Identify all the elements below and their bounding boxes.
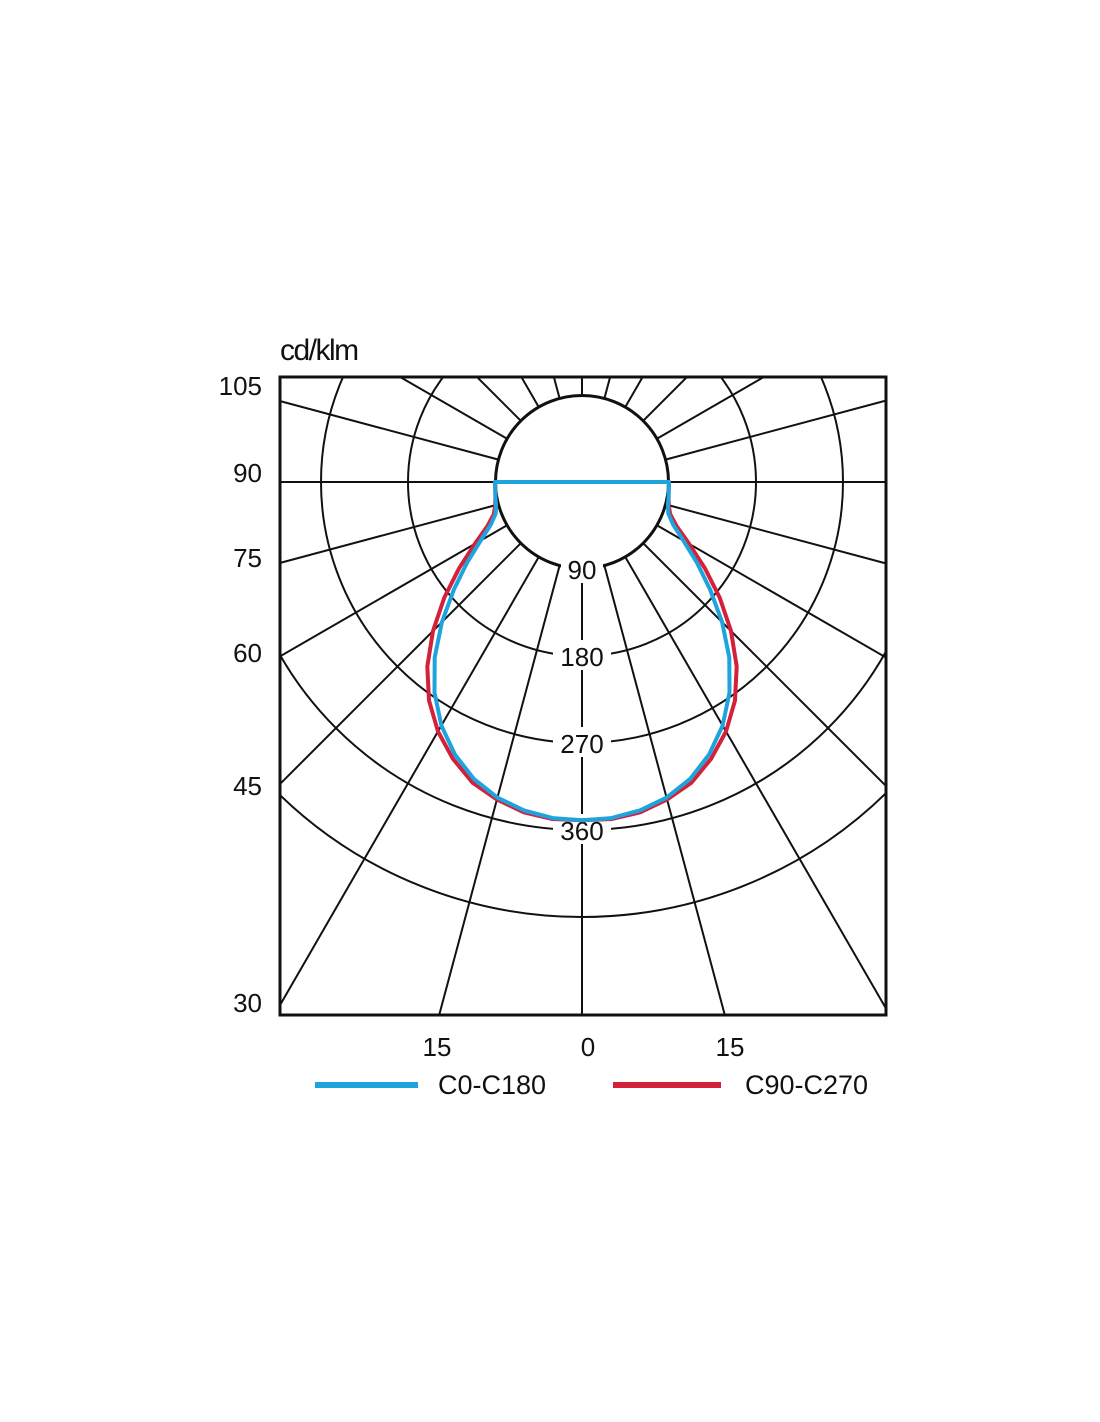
left-angle-tick: 90 <box>233 458 262 488</box>
grid-spoke <box>280 400 500 461</box>
bottom-angle-tick: 15 <box>423 1032 452 1062</box>
left-angle-tick: 60 <box>233 638 262 668</box>
grid-spoke <box>603 377 612 400</box>
grid-spoke <box>655 377 766 440</box>
left-angle-ticks: 105 90 75 60 45 30 <box>219 371 262 1018</box>
grid-spoke <box>642 542 886 788</box>
left-angle-tick: 30 <box>233 988 262 1018</box>
grid-spoke <box>603 564 726 1015</box>
polar-grid <box>280 377 886 1015</box>
grid-spoke <box>624 377 644 409</box>
plot-frame <box>278 375 888 1017</box>
left-angle-tick: 105 <box>219 371 262 401</box>
radial-tick-backdrop <box>553 727 611 757</box>
series-curves <box>425 480 739 823</box>
grid-spoke <box>520 377 540 409</box>
radial-tick-label: 180 <box>560 642 603 672</box>
grid-spoke <box>438 564 561 1015</box>
bottom-angle-tick: 0 <box>581 1032 595 1062</box>
grid-spoke <box>280 555 540 1008</box>
grid-spoke <box>624 555 886 1011</box>
unit-label: cd/klm <box>280 334 358 367</box>
radial-tick-backdrop <box>553 640 611 670</box>
bottom-angle-tick: 15 <box>716 1032 745 1062</box>
bottom-angle-ticks: 15 0 15 <box>423 1032 745 1062</box>
left-angle-tick: 75 <box>233 543 262 573</box>
grid-spoke <box>664 503 886 565</box>
grid-spoke <box>552 377 561 400</box>
grid-spoke <box>280 542 522 786</box>
grid-spoke <box>280 503 500 564</box>
radial-tick-label: 270 <box>560 729 603 759</box>
radial-tick-backdrop <box>561 553 603 583</box>
legend: C0-C180 C90-C270 <box>315 1070 868 1100</box>
left-angle-tick: 45 <box>233 771 262 801</box>
legend-label: C0-C180 <box>438 1070 546 1100</box>
grid-spoke <box>642 377 689 422</box>
grid-spoke <box>398 377 509 440</box>
grid-spoke <box>280 524 509 658</box>
grid-spoke <box>655 524 886 659</box>
legend-label: C90-C270 <box>745 1070 868 1100</box>
radial-tick-label: 90 <box>568 555 597 585</box>
grid-spoke <box>664 399 886 461</box>
series-line-c0-c180 <box>432 480 732 823</box>
